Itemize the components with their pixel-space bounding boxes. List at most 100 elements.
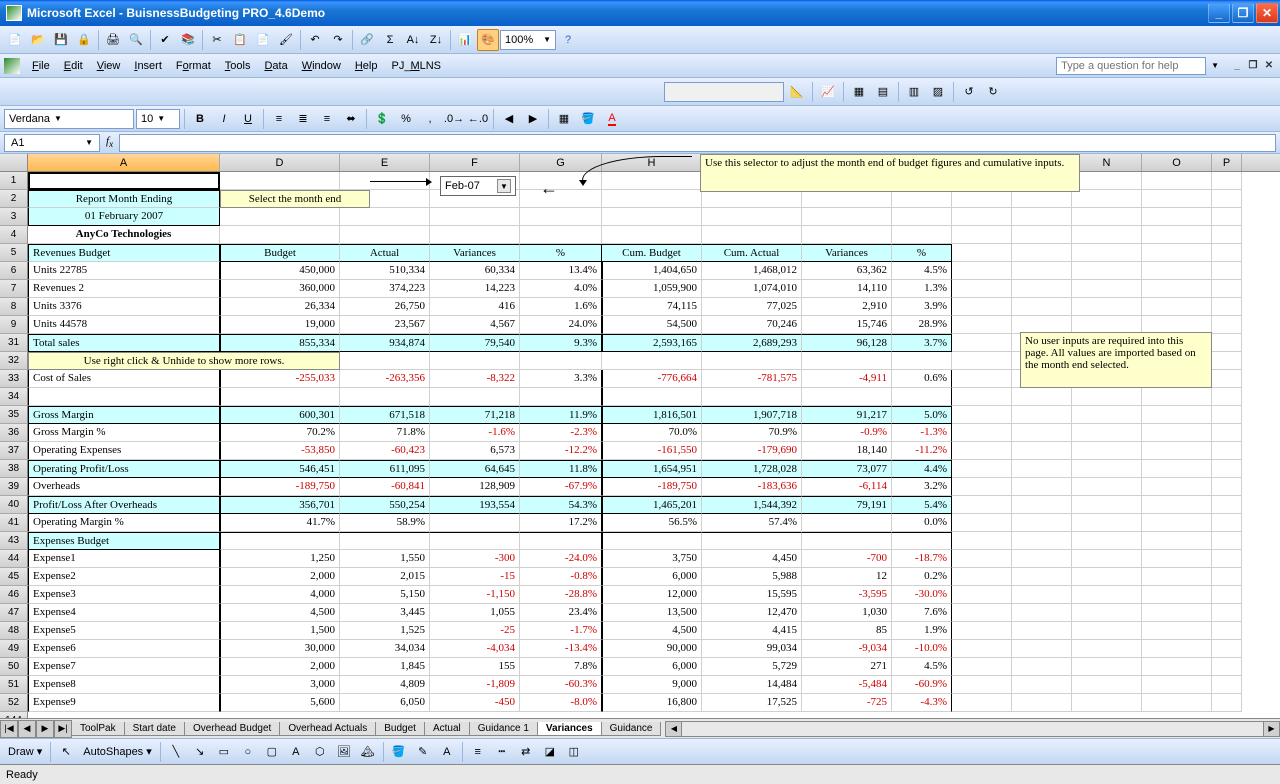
cell[interactable] xyxy=(1212,334,1242,352)
cell[interactable]: 4,450 xyxy=(702,550,802,568)
row-header[interactable]: 34 xyxy=(0,388,28,406)
align-left-icon[interactable]: ≡ xyxy=(268,108,290,130)
cell[interactable]: -4,034 xyxy=(430,640,520,658)
cell[interactable]: 1,059,900 xyxy=(602,280,702,298)
column-header[interactable]: O xyxy=(1142,154,1212,171)
cell[interactable] xyxy=(340,532,430,550)
cell[interactable]: -161,550 xyxy=(602,442,702,460)
line-color-icon[interactable]: ✎ xyxy=(412,741,434,763)
cell[interactable] xyxy=(702,352,802,370)
sheet-tab[interactable]: Variances xyxy=(537,722,602,736)
cell[interactable] xyxy=(1142,640,1212,658)
spell-icon[interactable]: ✔ xyxy=(154,29,176,51)
zoom-combo[interactable]: 100%▼ xyxy=(500,30,556,50)
cell[interactable]: Expenses Budget xyxy=(28,532,220,550)
cell[interactable] xyxy=(602,226,702,244)
underline-button[interactable]: U xyxy=(237,108,259,130)
cell[interactable] xyxy=(1212,622,1242,640)
cell[interactable] xyxy=(802,190,892,208)
cell[interactable]: 56.5% xyxy=(602,514,702,532)
cell[interactable]: -1.3% xyxy=(892,424,952,442)
cell[interactable]: Gross Margin xyxy=(28,406,220,424)
tab-first-button[interactable]: |◀ xyxy=(0,720,18,738)
cell[interactable]: 6,000 xyxy=(602,568,702,586)
new-icon[interactable]: 📄 xyxy=(4,29,26,51)
menu-insert[interactable]: Insert xyxy=(128,58,168,74)
sheet-tab[interactable]: Overhead Budget xyxy=(184,722,280,736)
cell[interactable] xyxy=(1142,604,1212,622)
rectangle-icon[interactable]: ▭ xyxy=(213,741,235,763)
cell[interactable] xyxy=(952,406,1012,424)
scroll-right-button[interactable]: ▶ xyxy=(1263,722,1279,736)
cell[interactable] xyxy=(952,190,1012,208)
3d-icon[interactable]: ◫ xyxy=(563,741,585,763)
cell[interactable] xyxy=(1072,442,1142,460)
preview-icon[interactable]: 🔍 xyxy=(125,29,147,51)
comma-icon[interactable]: , xyxy=(419,108,441,130)
cell[interactable] xyxy=(1142,514,1212,532)
cell[interactable] xyxy=(892,532,952,550)
column-header[interactable]: P xyxy=(1212,154,1242,171)
cell[interactable]: Units 44578 xyxy=(28,316,220,334)
cell[interactable]: 4,500 xyxy=(602,622,702,640)
menu-file[interactable]: File xyxy=(26,58,56,74)
cell[interactable] xyxy=(28,172,220,190)
hyperlink-icon[interactable]: 🔗 xyxy=(356,29,378,51)
cell[interactable]: Report Month Ending xyxy=(28,190,220,208)
column-header[interactable]: A xyxy=(28,154,220,171)
cell[interactable]: 4,500 xyxy=(220,604,340,622)
maximize-button[interactable]: ❐ xyxy=(1232,3,1254,23)
cell[interactable]: 11.9% xyxy=(520,406,602,424)
column-header[interactable]: F xyxy=(430,154,520,171)
cell[interactable]: -60,841 xyxy=(340,478,430,496)
sheet-tab[interactable]: Guidance xyxy=(601,722,662,736)
row-header[interactable]: 43 xyxy=(0,532,28,550)
cell[interactable]: 374,223 xyxy=(340,280,430,298)
row-header[interactable]: 44 xyxy=(0,550,28,568)
cell[interactable]: 58.9% xyxy=(340,514,430,532)
cell[interactable]: -60.3% xyxy=(520,676,602,694)
cell[interactable]: 70.9% xyxy=(702,424,802,442)
cell[interactable]: 14,484 xyxy=(702,676,802,694)
wordart-icon[interactable]: A xyxy=(285,741,307,763)
cell[interactable] xyxy=(1012,640,1072,658)
cell[interactable]: 1,055 xyxy=(430,604,520,622)
cell[interactable]: 26,750 xyxy=(340,298,430,316)
clipart-icon[interactable]: 🖼 xyxy=(333,741,355,763)
cell[interactable] xyxy=(952,532,1012,550)
cell[interactable]: -255,033 xyxy=(220,370,340,388)
cell[interactable] xyxy=(430,388,520,406)
cell[interactable] xyxy=(1012,496,1072,514)
percent-icon[interactable]: % xyxy=(395,108,417,130)
cell[interactable] xyxy=(952,586,1012,604)
cell[interactable] xyxy=(1012,514,1072,532)
row-header[interactable]: 52 xyxy=(0,694,28,712)
cell[interactable]: 2,689,293 xyxy=(702,334,802,352)
menu-pjmlns[interactable]: PJ_MLNS xyxy=(385,58,447,74)
cell[interactable] xyxy=(340,352,430,370)
italic-button[interactable]: I xyxy=(213,108,235,130)
doc-close-button[interactable]: ✕ xyxy=(1262,59,1276,73)
fill-color-icon[interactable]: 🪣 xyxy=(577,108,599,130)
dash-style-icon[interactable]: ┅ xyxy=(491,741,513,763)
cell[interactable] xyxy=(1072,388,1142,406)
cell[interactable]: 54,500 xyxy=(602,316,702,334)
cell[interactable]: -30.0% xyxy=(892,586,952,604)
row-header[interactable]: 9 xyxy=(0,316,28,334)
cell[interactable]: -1.7% xyxy=(520,622,602,640)
cells-area[interactable]: Report Month EndingSelect the month end0… xyxy=(28,172,1242,718)
cell[interactable] xyxy=(1142,298,1212,316)
cell[interactable] xyxy=(1142,658,1212,676)
cell[interactable] xyxy=(1142,622,1212,640)
cell[interactable]: 356,701 xyxy=(220,496,340,514)
cell[interactable]: Expense4 xyxy=(28,604,220,622)
cell[interactable] xyxy=(1142,262,1212,280)
cell[interactable] xyxy=(952,514,1012,532)
cell[interactable] xyxy=(1072,658,1142,676)
cell[interactable]: 54.3% xyxy=(520,496,602,514)
cell[interactable]: 17,525 xyxy=(702,694,802,712)
cell[interactable]: Expense5 xyxy=(28,622,220,640)
font-color2-icon[interactable]: A xyxy=(436,741,458,763)
cell[interactable] xyxy=(702,208,802,226)
cell[interactable] xyxy=(1212,676,1242,694)
